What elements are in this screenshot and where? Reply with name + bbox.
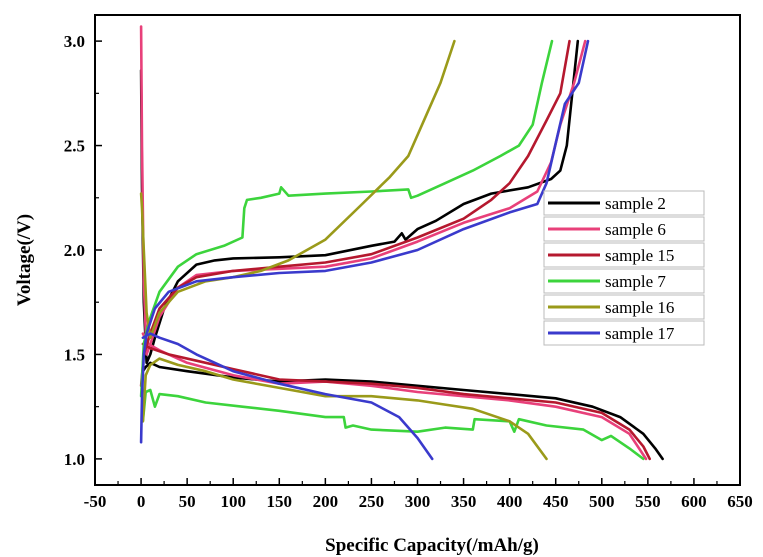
sample-2-discharge-curve [141,361,664,461]
sample-16-legend-label: sample 16 [605,298,674,317]
x-tick-label: 300 [405,492,431,511]
x-tick-label: -50 [84,492,107,511]
y-tick-label: 2.0 [64,241,85,260]
sample-17-legend-label: sample 17 [605,324,675,343]
x-tick-label: 450 [543,492,569,511]
y-tick-labels: 1.0 1.5 2.0 2.5 3.0 [64,32,85,469]
y-axis-title: Voltage(/V) [14,214,35,306]
plot-lines [139,25,664,461]
sample-15-legend-label: sample 15 [605,246,674,265]
x-tick-label: 550 [635,492,661,511]
legend-entry-box [543,242,705,268]
y-tick-label: 3.0 [64,32,85,51]
sample-2-legend-label: sample 2 [605,194,666,213]
legend-entry-box [543,294,705,320]
x-tick-label: 400 [497,492,523,511]
x-tick-label: 100 [220,492,246,511]
sample-7-discharge-curve [141,388,645,461]
legend: sample 2 sample 6 sample 15 sample 7 sample … [543,190,705,346]
sample-7-legend-label: sample 7 [605,272,666,291]
sample-16-discharge-curve [141,357,548,461]
sample-7-charge-curve [139,39,554,398]
x-tick-label: 150 [267,492,293,511]
legend-entry-box [543,190,705,216]
sample-17-charge-curve [139,39,590,444]
x-tick-label: 200 [313,492,339,511]
x-tick-label: 350 [451,492,477,511]
y-tick-label: 2.5 [64,137,85,156]
x-axis-title: Specific Capacity(/mAh/g) [325,535,539,556]
x-tick-label: 500 [589,492,615,511]
legend-entry-box [543,268,705,294]
x-tick-labels: -50 0 50 100 150 200 250 300 350 400 450 500 550 600 6… [84,492,753,511]
sample-6-charge-curve [139,25,587,356]
sample-2-charge-curve [139,39,580,365]
sample-15-charge-curve [139,39,571,388]
x-tick-label: 650 [727,492,753,511]
sample-17-discharge-curve [141,332,434,461]
legend-entry-box [543,216,705,242]
y-tick-label: 1.5 [64,345,85,364]
x-tick-label: 50 [179,492,196,511]
x-tick-label: 250 [359,492,385,511]
axis-ticks [94,14,741,486]
x-tick-label: 0 [137,492,146,511]
legend-entry-box [543,320,705,346]
x-tick-label: 600 [681,492,707,511]
sample-6-discharge-curve [141,332,648,461]
y-tick-label: 1.0 [64,450,85,469]
sample-16-charge-curve [139,39,456,340]
sample-6-legend-label: sample 6 [605,220,666,239]
sample-15-discharge-curve [141,342,652,461]
